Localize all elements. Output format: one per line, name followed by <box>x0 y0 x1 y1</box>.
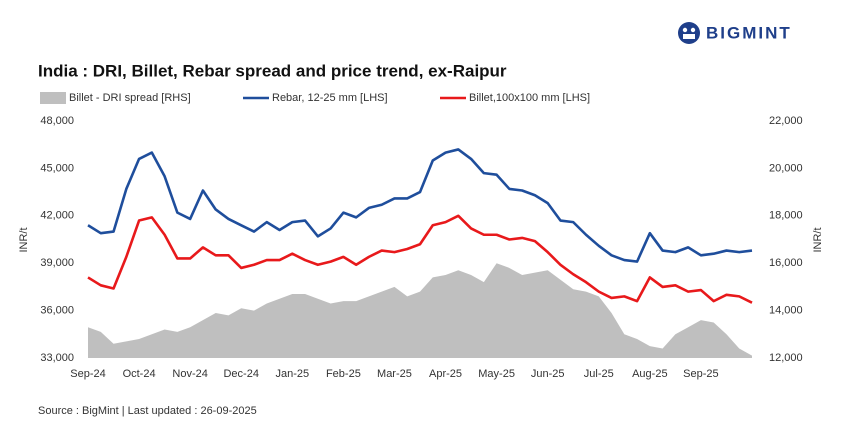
legend-label: Billet - DRI spread [RHS] <box>69 92 191 104</box>
x-tick-label: Jun-25 <box>531 368 565 380</box>
y2-tick-label: 14,000 <box>769 305 803 317</box>
y-tick-label: 48,000 <box>40 115 74 127</box>
source: Source : BigMint | Last updated : 26-09-… <box>38 405 257 417</box>
x-tick-label: Aug-25 <box>632 368 667 380</box>
y2-tick-label: 18,000 <box>769 210 803 222</box>
y-axis-label: INR/t <box>18 227 30 252</box>
x-tick-label: Mar-25 <box>377 368 412 380</box>
area <box>88 263 752 358</box>
legend-label: Billet,100x100 mm [LHS] <box>469 92 590 104</box>
y2-tick-label: 20,000 <box>769 162 803 174</box>
x-tick-label: Jul-25 <box>584 368 614 380</box>
y-tick-label: 39,000 <box>40 257 74 269</box>
logo-icon-dot <box>690 27 696 33</box>
y2-tick-label: 12,000 <box>769 352 803 364</box>
y2-axis-label: INR/t <box>812 227 824 252</box>
logo: BIGMINT <box>678 22 792 44</box>
x-tick-label: Sep-24 <box>70 368 105 380</box>
y-tick-label: 45,000 <box>40 162 74 174</box>
x-tick-label: Jan-25 <box>275 368 309 380</box>
x-tick-label: Oct-24 <box>123 368 156 380</box>
logo-icon-bar <box>683 34 695 39</box>
chart-title: India : DRI, Billet, Rebar spread and pr… <box>38 61 507 80</box>
logo-icon-dot <box>682 27 688 33</box>
legend-label: Rebar, 12-25 mm [LHS] <box>272 92 388 104</box>
x-tick-label: Nov-24 <box>172 368 207 380</box>
brand: BIGMINT <box>706 23 792 42</box>
x-tick-label: Apr-25 <box>429 368 462 380</box>
y-tick-label: 33,000 <box>40 352 74 364</box>
x-tick-label: Sep-25 <box>683 368 718 380</box>
logo-icon <box>678 22 700 44</box>
x-tick-label: Dec-24 <box>223 368 258 380</box>
x-tick-label: May-25 <box>478 368 515 380</box>
y-tick-label: 36,000 <box>40 305 74 317</box>
y-tick-label: 42,000 <box>40 210 74 222</box>
y2-tick-label: 16,000 <box>769 257 803 269</box>
legend-swatch <box>40 92 66 104</box>
x-tick-label: Feb-25 <box>326 368 361 380</box>
line <box>87 148 753 263</box>
line <box>87 214 753 304</box>
y2-tick-label: 22,000 <box>769 115 803 127</box>
